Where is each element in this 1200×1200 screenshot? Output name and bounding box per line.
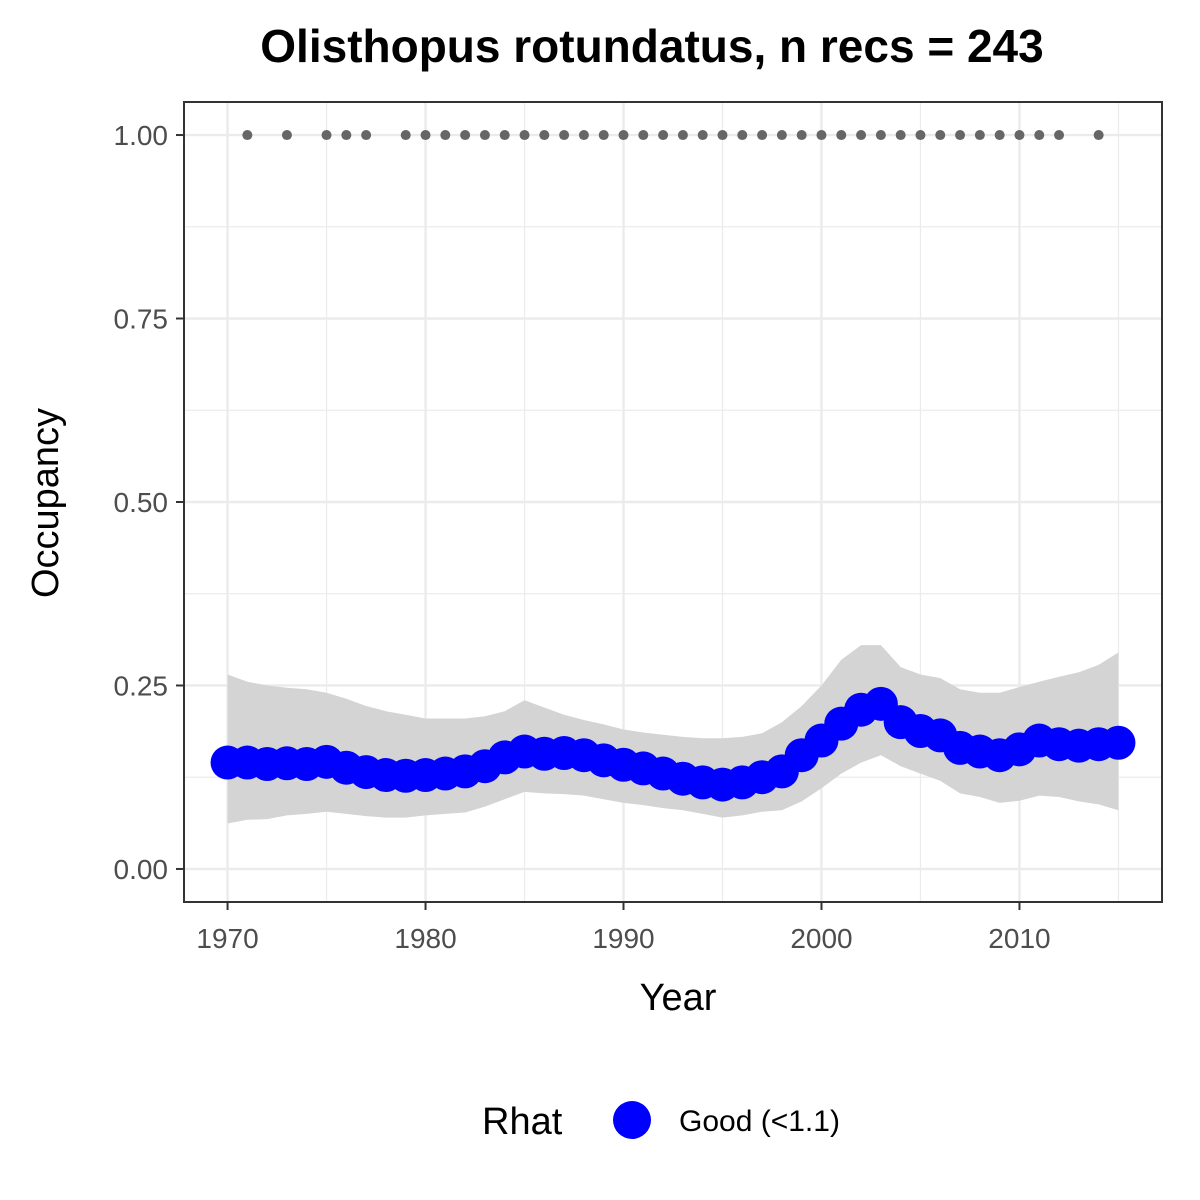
record-point	[915, 130, 926, 141]
record-point	[994, 130, 1005, 141]
record-point	[400, 130, 411, 141]
y-axis-title: Occupancy	[25, 408, 67, 598]
x-axis: 1970 1980 1990 2000 2010	[196, 902, 1051, 954]
x-tick-label: 1970	[196, 923, 258, 954]
record-point	[776, 130, 787, 141]
record-point	[974, 130, 985, 141]
record-point	[361, 130, 372, 141]
x-tick-label: 2010	[988, 923, 1050, 954]
record-point	[242, 130, 253, 141]
record-point	[955, 130, 966, 141]
record-point	[895, 130, 906, 141]
record-point	[796, 130, 807, 141]
legend-label-good: Good (<1.1)	[679, 1105, 840, 1138]
legend: Rhat Good (<1.1)	[482, 1101, 840, 1143]
y-axis: 0.00 0.25 0.50 0.75 1.00	[114, 120, 184, 885]
record-point	[479, 130, 490, 141]
y-tick-label: 0.50	[114, 487, 169, 518]
record-point	[281, 130, 292, 141]
x-axis-title: Year	[640, 977, 717, 1019]
record-point	[539, 130, 550, 141]
y-tick-label: 1.00	[114, 120, 169, 151]
record-point	[1054, 130, 1065, 141]
occupancy-points	[210, 686, 1136, 802]
x-tick-label: 1980	[394, 923, 456, 954]
record-point	[1014, 130, 1025, 141]
record-point	[717, 130, 728, 141]
record-point	[519, 130, 530, 141]
record-point	[559, 130, 570, 141]
record-point	[875, 130, 886, 141]
record-point	[697, 130, 708, 141]
record-point	[598, 130, 609, 141]
record-points	[242, 130, 1104, 141]
record-point	[737, 130, 748, 141]
record-point	[757, 130, 768, 141]
major-gridlines	[184, 102, 1162, 902]
y-tick-label: 0.75	[114, 304, 169, 335]
record-point	[341, 130, 352, 141]
chart-title: Olisthopus rotundatus, n recs = 243	[260, 20, 1043, 72]
record-point	[578, 130, 589, 141]
record-point	[460, 130, 471, 141]
record-point	[321, 130, 332, 141]
record-point	[638, 130, 649, 141]
record-point	[658, 130, 669, 141]
record-point	[816, 130, 827, 141]
record-point	[856, 130, 867, 141]
record-point	[935, 130, 946, 141]
x-tick-label: 1990	[592, 923, 654, 954]
record-point	[618, 130, 629, 141]
legend-key-good	[613, 1101, 651, 1139]
record-point	[1034, 130, 1045, 141]
record-point	[677, 130, 688, 141]
record-point	[499, 130, 510, 141]
legend-title: Rhat	[482, 1101, 563, 1143]
record-point	[420, 130, 431, 141]
record-point	[1093, 130, 1104, 141]
y-tick-label: 0.00	[114, 854, 169, 885]
record-point	[440, 130, 451, 141]
occupancy-point	[1101, 725, 1136, 760]
y-tick-label: 0.25	[114, 670, 169, 701]
x-tick-label: 2000	[790, 923, 852, 954]
record-point	[836, 130, 847, 141]
